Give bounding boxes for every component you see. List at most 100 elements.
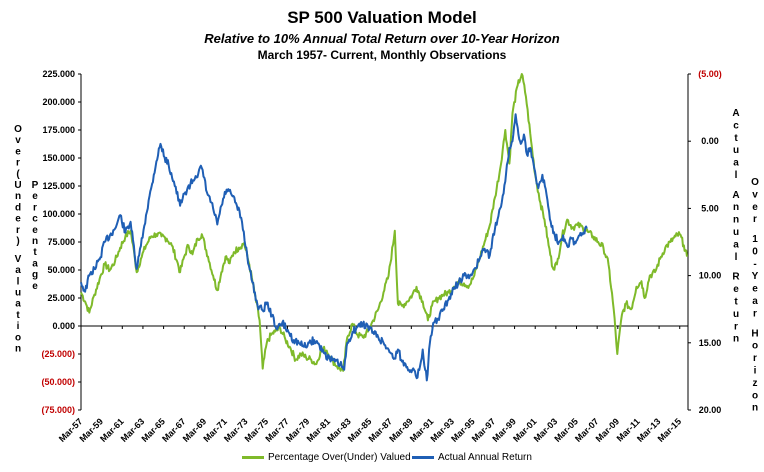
chart-subtitle: Relative to 10% Annual Total Return over… [204, 31, 560, 46]
right-axis-title-char: n [733, 215, 739, 226]
legend-item-blue: Actual Annual Return [412, 452, 532, 463]
legend-label-blue: Actual Annual Return [438, 452, 532, 463]
left-axis-title-char: e [15, 214, 21, 225]
series-line-actual-annual-return [80, 113, 588, 382]
left-axis-title-2-char: e [32, 225, 38, 236]
right-tick-label: 5.00 [701, 203, 719, 213]
left-axis-title-char: d [15, 202, 21, 213]
left-axis-title-char: ( [16, 169, 20, 180]
right-axis-title-char: a [733, 158, 739, 169]
right-tick-label: 0.00 [701, 136, 719, 146]
right-axis-title-2-char: e [752, 202, 758, 213]
right-axis-title-char: a [733, 239, 739, 250]
right-axis-title-char: r [734, 321, 738, 332]
right-axis-title-char: u [733, 227, 739, 238]
right-axis-title-char: A [732, 190, 739, 201]
right-axis-title-2-char: r [753, 353, 757, 364]
legend-swatch-blue [412, 455, 434, 459]
right-axis-title-2-char: i [754, 365, 757, 376]
left-tick-label: 25.000 [47, 293, 75, 303]
right-axis-title-char: e [733, 284, 739, 295]
left-tick-label: (25.000) [41, 349, 75, 359]
right-axis-title-char: u [733, 309, 739, 320]
right-axis-title-2-char: r [753, 308, 757, 319]
right-axis-title-char: R [732, 272, 740, 283]
right-axis-title-2-char: o [752, 390, 758, 401]
left-tick-label: 200.000 [42, 97, 75, 107]
chart-title: SP 500 Valuation Model [287, 8, 477, 27]
left-axis-title-char: a [15, 265, 21, 276]
left-axis-title-char: u [15, 288, 21, 299]
left-axis-title-char: V [15, 254, 22, 265]
legend-swatch-green [242, 455, 264, 459]
left-axis-title-2-char: e [32, 191, 38, 202]
right-axis-title-2-char: O [751, 177, 759, 188]
right-axis-title-2-char: n [752, 403, 758, 414]
left-axis-title-char: r [16, 225, 20, 236]
left-tick-label: 225.000 [42, 69, 75, 79]
right-axis-title-2-char: a [752, 296, 758, 307]
left-axis-title-2-char: t [33, 247, 37, 258]
left-axis-title-2-char: e [32, 281, 38, 292]
left-axis-title-char: ) [16, 236, 19, 247]
left-axis-title-char: r [16, 158, 20, 169]
left-axis-title-2: Percentage [32, 180, 39, 292]
right-axis-title-char: n [733, 334, 739, 345]
left-tick-label: 75.000 [47, 237, 75, 247]
right-axis-title-2-char: H [751, 328, 758, 339]
left-tick-label: (75.000) [41, 405, 75, 415]
right-axis-title-char: l [735, 252, 738, 263]
left-axis-title-2-char: c [32, 214, 38, 225]
legend-label-green: Percentage Over(Under) Valued [268, 452, 411, 463]
left-tick-label: 175.000 [42, 125, 75, 135]
left-axis-ticks: 225.000 200.000 175.000 150.000 125.000 100.0… [41, 69, 81, 415]
left-tick-label: 125.000 [42, 181, 75, 191]
right-axis-title-char: c [733, 120, 739, 131]
right-axis-title-2-char: o [752, 341, 758, 352]
right-axis-title-2-char: 1 [752, 234, 758, 245]
left-axis-title-char: a [15, 299, 21, 310]
left-axis-title-char: i [17, 321, 20, 332]
right-axis-title-2-char: - [753, 259, 756, 270]
left-axis-title-char: v [15, 135, 21, 146]
right-axis-title-2-char: 0 [752, 246, 758, 257]
right-axis-title-char: l [735, 170, 738, 181]
right-axis-title-2-char: v [752, 189, 758, 200]
right-axis-title-2-char: e [752, 284, 758, 295]
left-tick-label: 0.000 [52, 321, 75, 331]
right-tick-label: 15.00 [699, 338, 722, 348]
left-tick-label: 100.000 [42, 209, 75, 219]
left-axis-title-char: U [14, 180, 21, 191]
right-axis-title-char: t [734, 296, 738, 307]
left-axis-title: Over(Under)Valuation [14, 124, 22, 355]
left-axis-title-char: n [15, 344, 21, 355]
left-axis-title-char: o [15, 332, 21, 343]
right-axis-ticks: (5.00) 0.00 5.00 10.00 15.00 20.00 [688, 69, 722, 415]
chart-subtitle-2: March 1957- Current, Monthly Observation… [257, 48, 507, 62]
left-axis-title-2-char: r [33, 202, 37, 213]
right-axis-title-char: t [734, 133, 738, 144]
left-axis-title-2-char: g [32, 270, 38, 281]
right-tick-label: (5.00) [698, 69, 722, 79]
left-axis-title-2-char: n [32, 236, 38, 247]
right-axis-title-char: A [732, 108, 739, 119]
legend-item-green: Percentage Over(Under) Valued [242, 452, 411, 463]
x-tick-label: Mar-15 [656, 416, 684, 444]
right-axis-title-2-char: Y [752, 271, 759, 282]
left-axis-title-char: l [17, 276, 20, 287]
series-lines [80, 73, 688, 382]
left-axis-title-char: e [15, 146, 21, 157]
left-axis-title-char: t [16, 310, 20, 321]
left-axis-title-char: n [15, 191, 21, 202]
right-axis-title-char: u [733, 145, 739, 156]
right-axis-title-2-char: z [753, 378, 758, 389]
left-tick-label: 50.000 [47, 265, 75, 275]
right-tick-label: 20.00 [699, 405, 722, 415]
left-axis-title-2-char: P [32, 180, 39, 191]
left-axis-title-2-char: a [32, 258, 38, 269]
